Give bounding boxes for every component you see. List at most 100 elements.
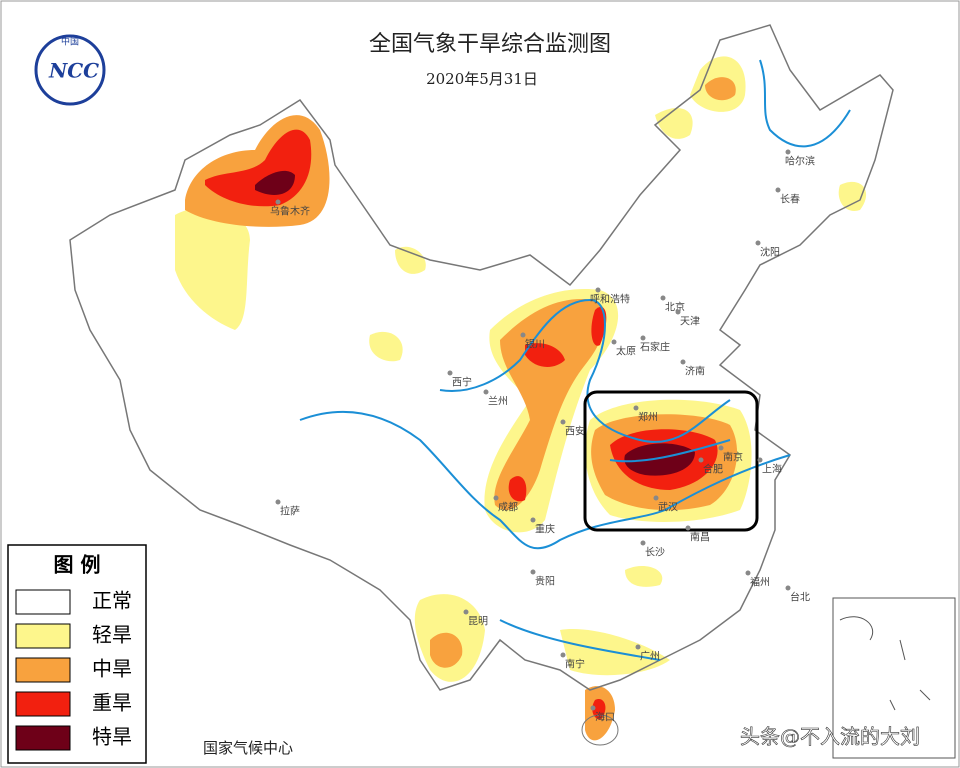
legend-swatch xyxy=(15,589,71,615)
legend-swatch xyxy=(15,623,71,649)
drought-area xyxy=(430,632,463,668)
city-marker xyxy=(745,570,751,576)
logo: 中国 NCC xyxy=(34,34,106,106)
legend-label: 特旱 xyxy=(92,725,132,749)
pearl-river xyxy=(499,619,661,661)
city-label: 济南 xyxy=(685,365,705,378)
city-marker xyxy=(483,389,489,395)
logo-text: NCC xyxy=(48,59,99,83)
city-marker xyxy=(447,370,453,376)
city-marker xyxy=(653,495,659,501)
city-label: 呼和浩特 xyxy=(590,294,630,306)
yellow-river xyxy=(439,298,731,443)
drought-area xyxy=(624,443,695,476)
logo-top: 中国 xyxy=(61,36,79,48)
city-label: 哈尔滨 xyxy=(785,155,815,168)
city-marker xyxy=(785,585,791,591)
drought-area xyxy=(494,299,606,511)
drought-area xyxy=(508,476,527,502)
legend-label: 正常 xyxy=(92,589,132,613)
city-marker xyxy=(560,419,566,425)
drought-area xyxy=(525,343,565,367)
highlight-box xyxy=(583,390,759,532)
drought-areas xyxy=(175,56,867,741)
drought-area xyxy=(838,181,867,211)
drought-area xyxy=(705,77,736,101)
city-label: 长春 xyxy=(780,194,800,206)
city-marker xyxy=(530,569,536,575)
city-label: 上海 xyxy=(762,463,782,476)
city-marker xyxy=(685,525,691,531)
city-marker xyxy=(275,499,281,505)
yangtze xyxy=(299,410,791,550)
city-marker xyxy=(595,287,601,293)
city-marker xyxy=(611,339,617,345)
city-marker xyxy=(493,495,499,501)
city-marker xyxy=(463,609,469,615)
city-marker xyxy=(560,652,566,658)
city-label: 台北 xyxy=(790,591,810,604)
drought-area xyxy=(369,331,403,362)
city-label: 成都 xyxy=(498,502,518,514)
inset-map xyxy=(832,597,956,759)
city-label: 武汉 xyxy=(658,501,678,514)
drought-area xyxy=(255,170,295,195)
city-marker xyxy=(675,309,681,315)
date: 2020年5月31日 xyxy=(426,70,538,88)
huai-river xyxy=(609,439,731,463)
watermark: 头条@不入流的大刘 xyxy=(740,725,920,749)
drought-area xyxy=(625,565,663,587)
city-label: 银川 xyxy=(525,338,545,351)
footer-source: 国家气候中心 xyxy=(203,739,293,757)
legend-title: 图 例 xyxy=(54,553,101,577)
drought-area xyxy=(395,246,426,274)
city-marker xyxy=(640,335,646,341)
city-marker xyxy=(640,540,646,546)
city-label: 郑州 xyxy=(638,411,658,424)
city-marker xyxy=(275,199,281,205)
city-label: 西宁 xyxy=(452,376,472,389)
city-label: 广州 xyxy=(640,651,660,663)
rivers xyxy=(299,59,851,661)
title: 全国气象干旱综合监测图 xyxy=(369,32,611,57)
city-label: 南昌 xyxy=(690,531,710,544)
city-marker xyxy=(520,332,526,338)
city-marker xyxy=(660,295,666,301)
city-label: 南宁 xyxy=(565,658,585,671)
city-marker xyxy=(785,149,791,155)
city-marker xyxy=(633,405,639,411)
city-marker xyxy=(590,705,596,711)
city-label: 贵阳 xyxy=(535,575,555,588)
city-label: 南京 xyxy=(723,451,743,464)
city-label: 拉萨 xyxy=(280,505,300,518)
hainan-outline xyxy=(581,714,619,746)
city-label: 沈阳 xyxy=(760,246,780,259)
legend-swatch xyxy=(15,657,71,683)
city-label: 合肥 xyxy=(703,463,723,476)
city-label: 海口 xyxy=(595,711,615,724)
city-label: 天津 xyxy=(680,316,700,328)
city-label: 昆明 xyxy=(468,616,488,628)
city-label: 乌鲁木齐 xyxy=(270,205,310,218)
city-marker xyxy=(718,445,724,451)
drought-area xyxy=(591,306,607,346)
legend-label: 轻旱 xyxy=(92,623,132,647)
logo-ring xyxy=(34,34,106,106)
city-marker xyxy=(698,457,704,463)
drought-area xyxy=(655,107,693,139)
country-outline xyxy=(69,24,894,691)
city-marker xyxy=(755,240,761,246)
legend-swatch xyxy=(15,725,71,751)
city-marker xyxy=(757,457,763,463)
inset-islands xyxy=(839,616,931,711)
city-label: 西安 xyxy=(565,425,585,438)
city-label: 石家庄 xyxy=(640,341,670,354)
city-marker xyxy=(680,359,686,365)
city-label: 长沙 xyxy=(645,547,665,559)
city-marker xyxy=(530,517,536,523)
legend-label: 重旱 xyxy=(92,691,132,715)
city-marker xyxy=(635,644,641,650)
